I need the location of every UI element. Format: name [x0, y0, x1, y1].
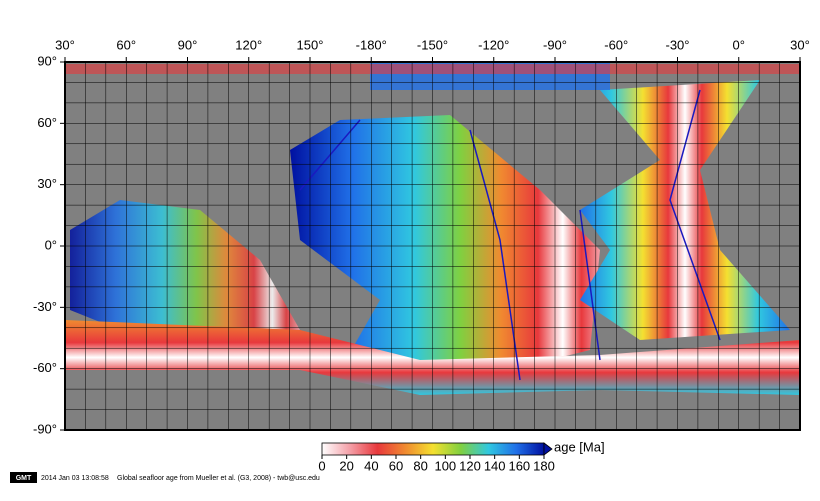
plate-boundary: [299, 89, 721, 381]
longitude-label: 60°: [116, 37, 136, 52]
map-area: [65, 62, 800, 430]
latitude-label: -30°: [33, 299, 57, 314]
latitude-label: 0°: [45, 237, 57, 252]
colorbar-tick-label: 140: [484, 458, 506, 473]
gmt-logo: [10, 472, 37, 483]
graticule: [65, 62, 800, 430]
latitude-label: -90°: [33, 421, 57, 436]
timestamp: 2014 Jan 03 13:08:58: [41, 475, 109, 482]
colorbar-tick-label: 160: [508, 458, 530, 473]
longitude-label: -180°: [356, 37, 387, 52]
longitude-label: -120°: [478, 37, 509, 52]
colorbar-tick-label: 40: [364, 458, 378, 473]
latitude-label: 30°: [37, 176, 57, 191]
colorbar-tick-label: 100: [434, 458, 456, 473]
longitude-label: 150°: [297, 37, 324, 52]
longitude-label: 30°: [790, 37, 810, 52]
longitude-label: -90°: [543, 37, 567, 52]
longitude-label: 120°: [235, 37, 262, 52]
colorbar-tick-label: 180: [533, 458, 555, 473]
colorbar-label: age [Ma]: [554, 439, 605, 454]
longitude-label: 30°: [55, 37, 75, 52]
latitude-label: -60°: [33, 360, 57, 375]
indian-ocean: [70, 200, 300, 340]
longitude-label: 0°: [733, 37, 745, 52]
colorbar-tick-label: 80: [413, 458, 427, 473]
colorbar: age [Ma] 0 20 40 60 80 100 120 140 160 180: [318, 439, 604, 473]
gmt-logo-text: GMT: [16, 475, 32, 482]
longitude-label: 90°: [178, 37, 198, 52]
colorbar-tick-label: 120: [459, 458, 481, 473]
atlantic-ocean: [580, 80, 790, 340]
longitude-label: -60°: [604, 37, 628, 52]
caption: Global seafloor age from Mueller et al. …: [117, 475, 320, 482]
colorbar-tick-label: 20: [339, 458, 353, 473]
latitude-label: 60°: [37, 115, 57, 130]
longitude-label: -30°: [666, 37, 690, 52]
colorbar-bar: [321, 442, 545, 456]
pacific-ocean: [290, 115, 600, 380]
colorbar-arrow: [543, 442, 553, 456]
longitude-label: -150°: [417, 37, 448, 52]
colorbar-tick-label: 0: [318, 458, 325, 473]
latitude-label: 90°: [37, 53, 57, 68]
colorbar-tick-label: 60: [389, 458, 403, 473]
